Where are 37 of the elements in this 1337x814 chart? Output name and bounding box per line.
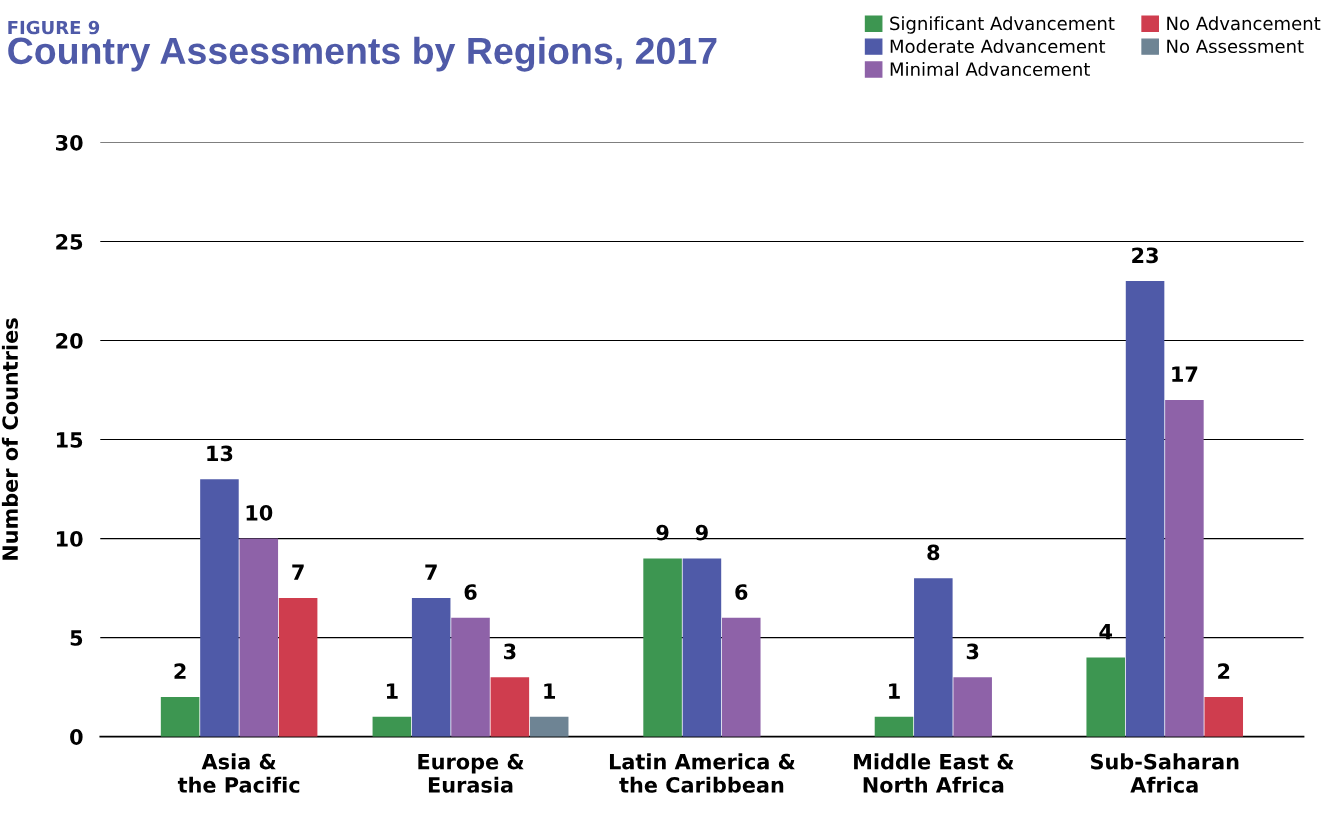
y-tick-label: 0 <box>70 729 83 745</box>
data-label: 13 <box>207 445 233 462</box>
legend-label: No Assessment <box>1167 39 1304 54</box>
chart-subtitle: FIGURE 9 <box>8 20 100 35</box>
x-tick-label: Asia & the Pacific <box>177 753 300 793</box>
legend-label: Significant Advancement <box>890 16 1115 34</box>
data-label: 7 <box>292 564 304 580</box>
data-label: 1 <box>889 683 900 699</box>
data-label: 17 <box>1172 366 1198 382</box>
data-label: 2 <box>1218 663 1230 679</box>
y-axis-title: Number of Countries <box>1 318 19 560</box>
x-tick-label: Middle East & North Africa <box>854 753 1014 793</box>
chart-title: Country Assessments by Regions, 2017 <box>8 36 717 72</box>
data-label: 1 <box>386 683 398 699</box>
legend-label: No Advancement <box>1167 16 1321 31</box>
data-label: 6 <box>735 584 748 600</box>
data-label: 7 <box>425 564 437 580</box>
data-label: 3 <box>966 643 979 660</box>
data-label: 1 <box>544 683 556 699</box>
data-label: 2 <box>174 663 186 679</box>
data-label: 10 <box>246 504 273 521</box>
data-label: 3 <box>504 643 516 660</box>
y-tick-label: 25 <box>56 233 83 250</box>
data-label: 23 <box>1132 247 1158 264</box>
data-label: 4 <box>1099 624 1113 640</box>
data-label: 8 <box>927 544 940 561</box>
y-tick-label: 10 <box>56 531 83 547</box>
x-tick-label: Sub-Saharan Africa <box>1090 753 1239 793</box>
data-label: 6 <box>464 584 477 600</box>
y-tick-label: 5 <box>70 630 83 646</box>
y-tick-label: 15 <box>56 432 83 448</box>
x-tick-label: Europe & Eurasia <box>418 753 524 793</box>
y-tick-label: 20 <box>56 332 83 349</box>
legend-label: Moderate Advancement <box>890 39 1106 54</box>
y-tick-label: 30 <box>56 134 83 151</box>
legend-label: Minimal Advancement <box>890 62 1090 77</box>
x-tick-label: Latin America & the Caribbean <box>609 753 795 793</box>
